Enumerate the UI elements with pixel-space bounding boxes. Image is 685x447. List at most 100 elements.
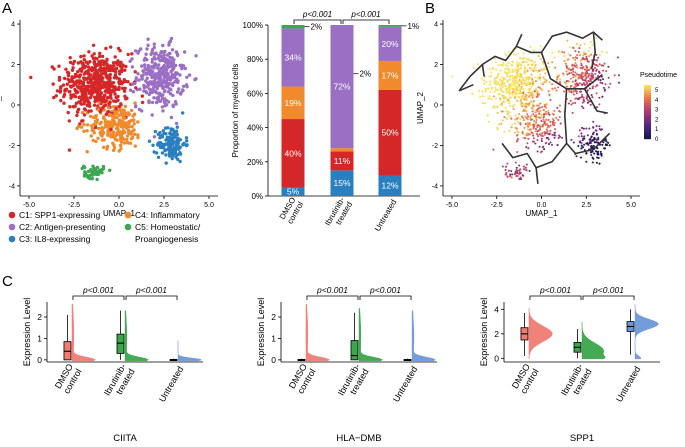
cluster-point-c1: [84, 93, 88, 97]
cluster-point-c2: [153, 62, 157, 66]
cluster-point-c2: [130, 65, 134, 69]
pseudotime-point: [534, 80, 538, 83]
y-axis-title: UMAP_2: [416, 91, 425, 124]
x-category-label: Ibrutinib-treated: [323, 195, 354, 227]
cluster-point-c4: [97, 126, 101, 131]
cluster-point-c4: [125, 134, 130, 138]
cluster-point-c2: [160, 97, 165, 101]
pseudotime-point: [570, 84, 573, 87]
cluster-point-c1: [87, 91, 92, 95]
pseudotime-point: [563, 90, 566, 93]
cluster-point-c3: [181, 142, 185, 147]
pseudotime-point: [576, 98, 580, 101]
cluster-point-c1: [107, 102, 111, 106]
pseudotime-point: [535, 122, 538, 125]
pseudotime-point: [514, 118, 517, 121]
pseudotime-point: [520, 102, 523, 105]
pseudotime-point: [486, 87, 490, 90]
pseudotime-point: [528, 88, 532, 91]
pseudotime-point: [488, 95, 491, 98]
pseudotime-point: [526, 128, 530, 131]
cluster-point-c2: [137, 49, 141, 53]
x-tick-label: -5.0: [446, 202, 458, 209]
pseudotime-point: [557, 86, 560, 89]
pseudotime-point: [574, 58, 577, 61]
pseudotime-point: [530, 94, 533, 97]
cluster-point-c1: [65, 70, 70, 75]
pseudotime-point: [616, 56, 619, 59]
pseudotime-point: [534, 63, 537, 66]
cluster-point-c1: [123, 86, 127, 91]
pseudotime-point: [577, 135, 580, 138]
cluster-point-c3: [175, 125, 179, 129]
pseudotime-point: [529, 101, 532, 104]
half-violin-untreated: [411, 310, 436, 362]
pseudotime-point: [531, 107, 534, 110]
cluster-point-c1: [87, 101, 91, 105]
cluster-point-c4: [111, 141, 115, 145]
pseudotime-point: [501, 85, 504, 89]
x-tick-label: 2.5: [159, 202, 169, 209]
pseudotime-point: [543, 67, 546, 70]
pseudotime-point: [506, 79, 509, 82]
cluster-point-c2: [173, 73, 177, 78]
pseudotime-point: [528, 122, 531, 125]
pseudotime-point: [596, 84, 599, 87]
pseudotime-point: [519, 79, 522, 82]
pseudotime-point: [487, 97, 490, 100]
pseudotime-point: [515, 95, 518, 98]
cluster-point-c4: [115, 115, 119, 120]
cluster-point-c1: [68, 56, 72, 60]
cluster-point-c1: [78, 122, 82, 126]
pseudotime-point: [508, 104, 511, 107]
pseudotime-point: [514, 126, 517, 129]
pseudotime-point: [582, 107, 585, 110]
cluster-point-c1: [57, 78, 62, 82]
cluster-point-c1: [92, 59, 97, 64]
cluster-point-c1: [95, 62, 100, 67]
pseudotime-point: [538, 145, 541, 148]
cluster-point-c3: [174, 129, 179, 133]
pseudotime-point: [516, 61, 519, 64]
pseudotime-point: [601, 82, 604, 85]
trajectory-path: [590, 32, 596, 69]
pseudotime-point: [568, 90, 571, 93]
pseudotime-point: [525, 97, 529, 100]
pseudotime-point: [589, 141, 592, 145]
cluster-point-c4: [89, 134, 94, 138]
pseudotime-point: [553, 136, 556, 139]
pseudotime-point: [537, 135, 540, 138]
pseudotime-point: [512, 70, 515, 73]
cluster-point-c3: [161, 146, 166, 150]
y-tick-label: 1: [37, 333, 42, 343]
gene-label: HLA−DMB: [336, 433, 381, 444]
legend-swatch-c2: [8, 223, 16, 231]
pseudotime-point: [583, 50, 586, 53]
pseudotime-point: [492, 95, 495, 98]
pseudotime-point: [590, 53, 593, 56]
pseudotime-point: [602, 64, 605, 67]
bar-segment-c3: [330, 170, 354, 196]
cluster-point-c1: [124, 97, 128, 101]
bar-segment-c2: [281, 28, 305, 87]
pseudotime-point: [521, 95, 524, 99]
x-axis-title: UMAP_1: [525, 209, 558, 218]
cluster-point-c4: [126, 141, 131, 145]
pseudotime-point: [488, 75, 491, 78]
cluster-point-c3: [164, 161, 168, 165]
cluster-point-c4: [119, 138, 123, 143]
pseudotime-point: [532, 125, 535, 128]
cluster-point-c2: [178, 63, 182, 68]
pseudotime-point: [585, 70, 588, 73]
cluster-point-c2: [146, 37, 150, 41]
pseudotime-point: [556, 144, 559, 147]
pseudotime-point: [518, 92, 521, 95]
pseudotime-point: [590, 72, 593, 75]
pseudotime-point: [536, 116, 539, 119]
cluster-point-c1: [97, 68, 102, 72]
pseudotime-point: [515, 99, 519, 102]
cluster-point-c1: [122, 78, 127, 82]
pseudotime-point: [508, 75, 511, 78]
pseudotime-point: [544, 110, 547, 113]
pseudotime-point: [508, 101, 511, 104]
